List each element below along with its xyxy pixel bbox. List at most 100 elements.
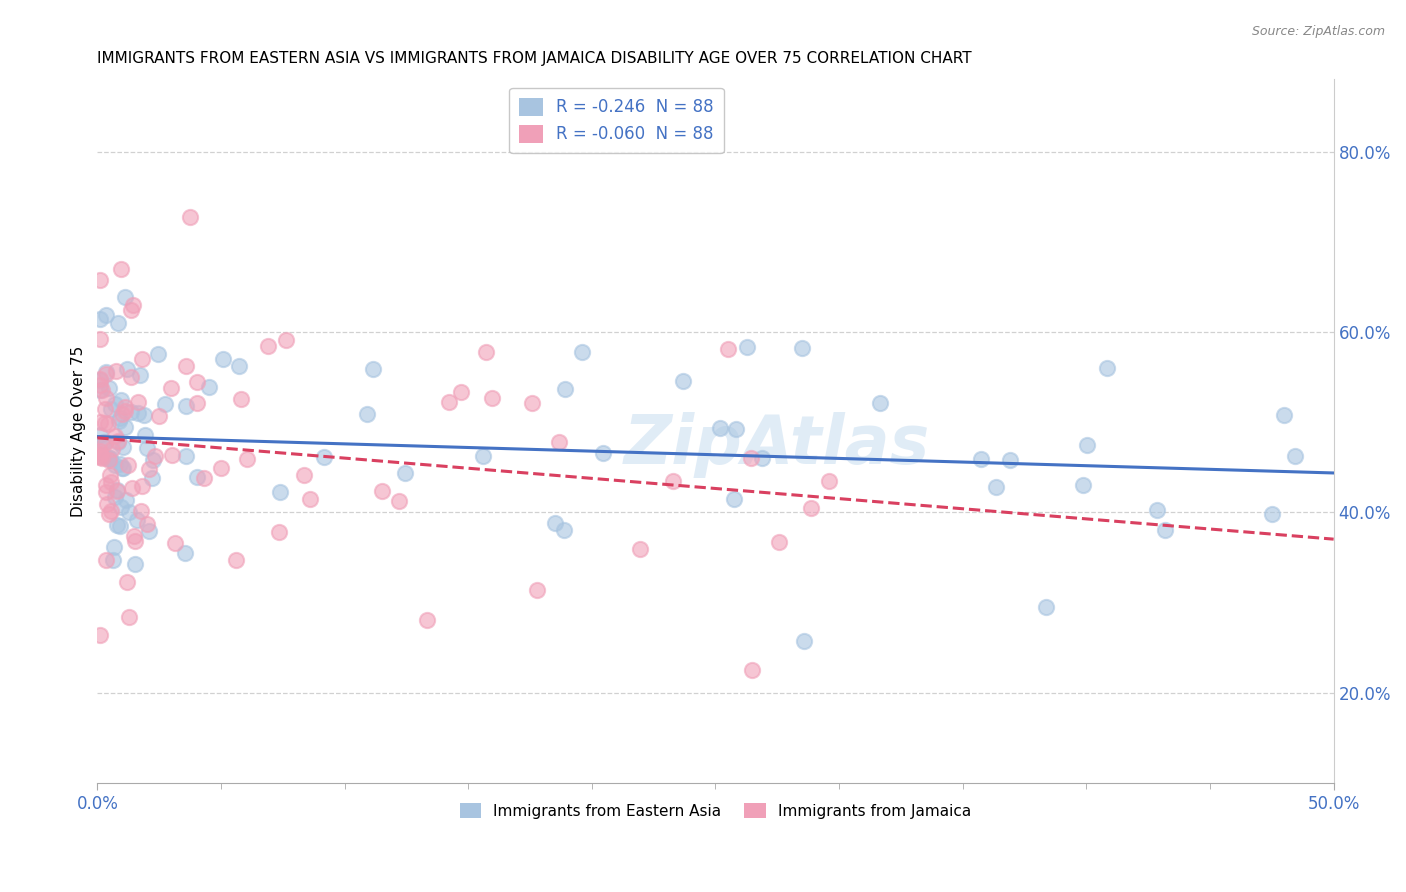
Point bbox=[142, 453, 165, 467]
Point bbox=[553, 523, 575, 537]
Point bbox=[299, 492, 322, 507]
Point bbox=[481, 391, 503, 405]
Point bbox=[108, 519, 131, 533]
Point bbox=[124, 534, 146, 549]
Point bbox=[741, 663, 763, 677]
Point bbox=[416, 613, 439, 627]
Point bbox=[520, 396, 543, 410]
Point bbox=[94, 478, 117, 492]
Point bbox=[163, 536, 186, 550]
Point bbox=[115, 575, 138, 590]
Point bbox=[138, 524, 160, 538]
Point bbox=[148, 409, 170, 424]
Point bbox=[160, 381, 183, 395]
Point bbox=[186, 375, 208, 389]
Point bbox=[735, 340, 758, 354]
Point bbox=[450, 384, 472, 399]
Point bbox=[89, 450, 111, 465]
Point bbox=[94, 417, 117, 431]
Point bbox=[129, 504, 152, 518]
Point bbox=[112, 461, 135, 475]
Point bbox=[105, 483, 128, 497]
Point bbox=[153, 397, 176, 411]
Point bbox=[186, 470, 208, 484]
Point bbox=[103, 553, 125, 567]
Point bbox=[94, 553, 117, 567]
Point bbox=[104, 490, 127, 504]
Point bbox=[143, 449, 166, 463]
Point bbox=[141, 471, 163, 485]
Point bbox=[1146, 502, 1168, 516]
Point bbox=[110, 392, 132, 407]
Point bbox=[356, 407, 378, 421]
Point bbox=[98, 468, 121, 483]
Point bbox=[91, 383, 114, 397]
Point bbox=[115, 493, 138, 508]
Point bbox=[98, 453, 121, 467]
Point bbox=[100, 401, 122, 416]
Point bbox=[1071, 478, 1094, 492]
Point bbox=[115, 362, 138, 376]
Point bbox=[112, 440, 135, 454]
Point bbox=[89, 311, 111, 326]
Point bbox=[628, 541, 651, 556]
Point bbox=[108, 411, 131, 425]
Point bbox=[89, 447, 111, 461]
Point bbox=[103, 458, 125, 473]
Point bbox=[146, 347, 169, 361]
Point bbox=[439, 395, 461, 409]
Point bbox=[136, 517, 159, 532]
Point bbox=[371, 483, 394, 498]
Point bbox=[127, 406, 149, 420]
Point bbox=[89, 273, 111, 287]
Point bbox=[114, 420, 136, 434]
Point bbox=[1272, 408, 1295, 422]
Point bbox=[118, 505, 141, 519]
Point bbox=[110, 261, 132, 276]
Point bbox=[120, 405, 142, 419]
Point bbox=[225, 552, 247, 566]
Point bbox=[1000, 453, 1022, 467]
Point bbox=[792, 341, 814, 355]
Point bbox=[1261, 507, 1284, 521]
Point bbox=[114, 404, 136, 418]
Point bbox=[128, 368, 150, 383]
Point bbox=[394, 466, 416, 480]
Point bbox=[89, 332, 111, 346]
Point bbox=[98, 451, 121, 466]
Point bbox=[475, 345, 498, 359]
Point bbox=[97, 507, 120, 521]
Point bbox=[269, 485, 291, 500]
Point bbox=[94, 308, 117, 322]
Point bbox=[571, 345, 593, 359]
Point bbox=[114, 290, 136, 304]
Point bbox=[193, 470, 215, 484]
Y-axis label: Disability Age Over 75: Disability Age Over 75 bbox=[72, 345, 86, 516]
Text: IMMIGRANTS FROM EASTERN ASIA VS IMMIGRANTS FROM JAMAICA DISABILITY AGE OVER 75 C: IMMIGRANTS FROM EASTERN ASIA VS IMMIGRAN… bbox=[97, 51, 972, 66]
Point bbox=[1154, 523, 1177, 537]
Point bbox=[96, 451, 118, 466]
Point bbox=[471, 449, 494, 463]
Point bbox=[89, 627, 111, 641]
Point bbox=[120, 302, 142, 317]
Point bbox=[740, 451, 762, 466]
Point bbox=[104, 364, 127, 378]
Text: Source: ZipAtlas.com: Source: ZipAtlas.com bbox=[1251, 25, 1385, 38]
Point bbox=[131, 352, 153, 367]
Point bbox=[105, 517, 128, 532]
Point bbox=[361, 362, 384, 376]
Point bbox=[127, 394, 149, 409]
Point bbox=[548, 434, 571, 449]
Point bbox=[723, 492, 745, 507]
Point bbox=[138, 462, 160, 476]
Point bbox=[1035, 600, 1057, 615]
Point bbox=[131, 479, 153, 493]
Point bbox=[104, 397, 127, 411]
Point bbox=[970, 452, 993, 467]
Point bbox=[751, 450, 773, 465]
Point bbox=[176, 449, 198, 463]
Point bbox=[312, 450, 335, 464]
Point bbox=[544, 516, 567, 531]
Point bbox=[186, 395, 208, 409]
Point bbox=[94, 391, 117, 405]
